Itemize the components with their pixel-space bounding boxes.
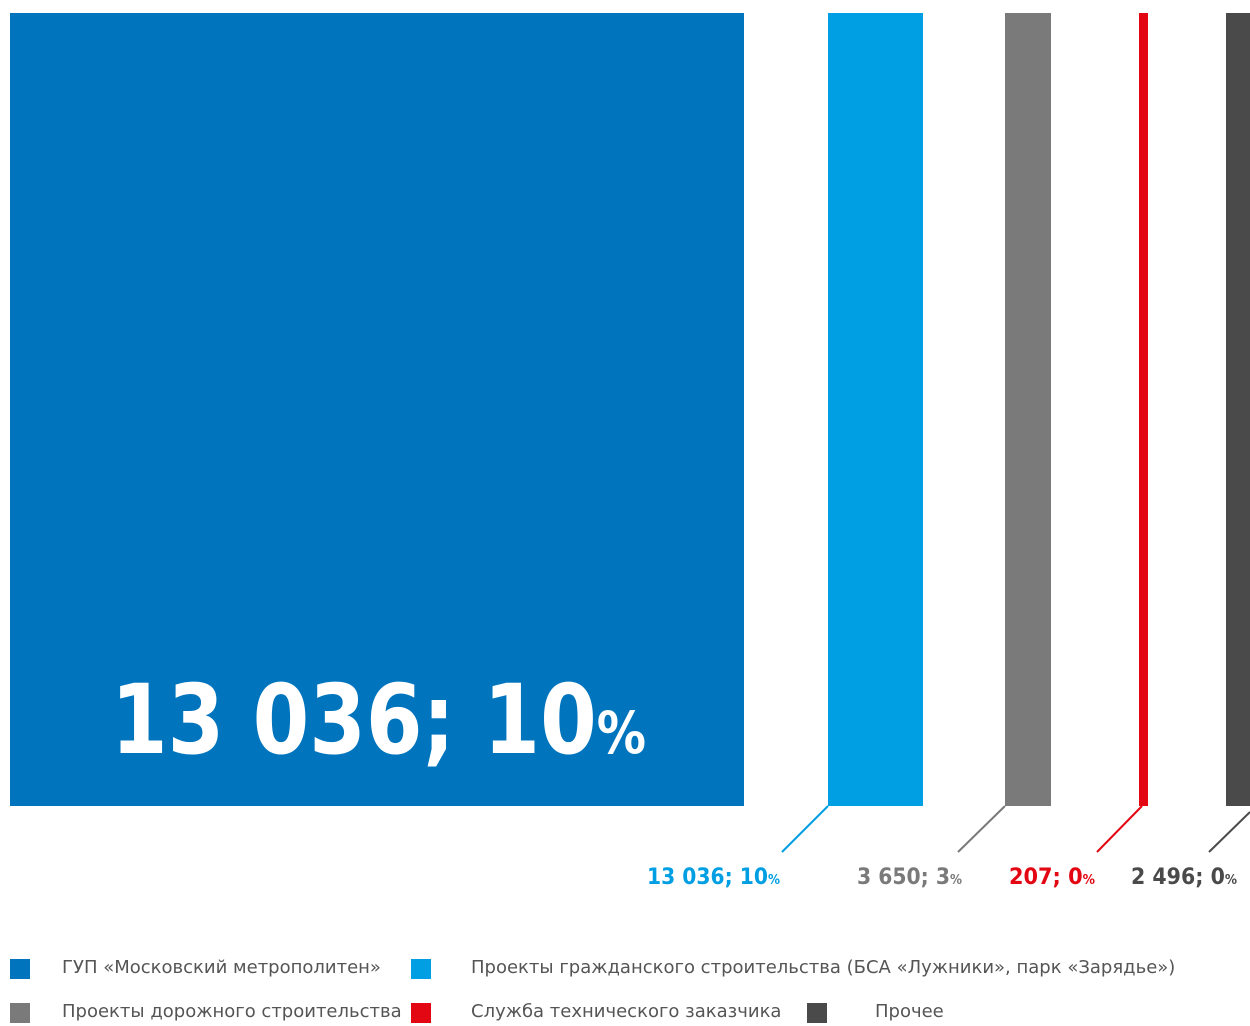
data-label-value-customer: 207; 0: [1009, 865, 1083, 890]
data-label-civil: 13 036; 10%: [647, 865, 780, 890]
leader-line-customer: [1096, 805, 1143, 853]
data-label-unit-metro: %: [597, 699, 646, 767]
chart-legend: ГУП «Московский метрополитен» Проекты гр…: [0, 950, 1250, 1026]
legend-label-other: Прочее: [875, 1001, 944, 1022]
legend-label-road: Проекты дорожного строительства: [62, 1001, 402, 1022]
leader-line-other: [1208, 811, 1250, 853]
legend-label-customer: Служба технического заказчика: [471, 1001, 782, 1022]
bar-other: [1226, 13, 1250, 806]
leader-line-road: [957, 805, 1006, 853]
legend-swatch-customer: [411, 1003, 431, 1023]
data-label-value-metro: 13 036; 10: [111, 664, 597, 776]
bar-metro: [10, 13, 744, 806]
data-label-value-road: 3 650; 3: [857, 865, 950, 890]
data-label-value-civil: 13 036; 10: [647, 865, 768, 890]
bar-customer: [1139, 13, 1148, 806]
data-label-road: 3 650; 3%: [857, 865, 962, 890]
legend-swatch-road: [10, 1003, 30, 1023]
data-label-customer: 207; 0%: [1009, 865, 1095, 890]
legend-label-civil: Проекты гражданского строительства (БСА …: [471, 957, 1176, 978]
legend-swatch-other: [807, 1003, 827, 1023]
data-label-unit-road: %: [950, 873, 962, 888]
bar-civil: [828, 13, 923, 806]
legend-label-metro: ГУП «Московский метрополитен»: [62, 957, 381, 978]
data-label-value-other: 2 496; 0: [1131, 865, 1225, 890]
legend-swatch-metro: [10, 959, 30, 979]
legend-swatch-civil: [411, 959, 431, 979]
data-label-unit-customer: %: [1083, 873, 1095, 888]
leader-line-civil: [781, 805, 829, 853]
bar-road: [1005, 13, 1051, 806]
bar-chart: 13 036; 10%13 036; 10% 3 650; 3% 207; 0% 2 …: [10, 13, 1250, 890]
data-label-other: 2 496; 0%: [1131, 865, 1237, 890]
data-label-metro: 13 036; 10%: [111, 664, 646, 776]
data-label-unit-civil: %: [768, 873, 780, 888]
data-label-unit-other: %: [1225, 873, 1237, 888]
